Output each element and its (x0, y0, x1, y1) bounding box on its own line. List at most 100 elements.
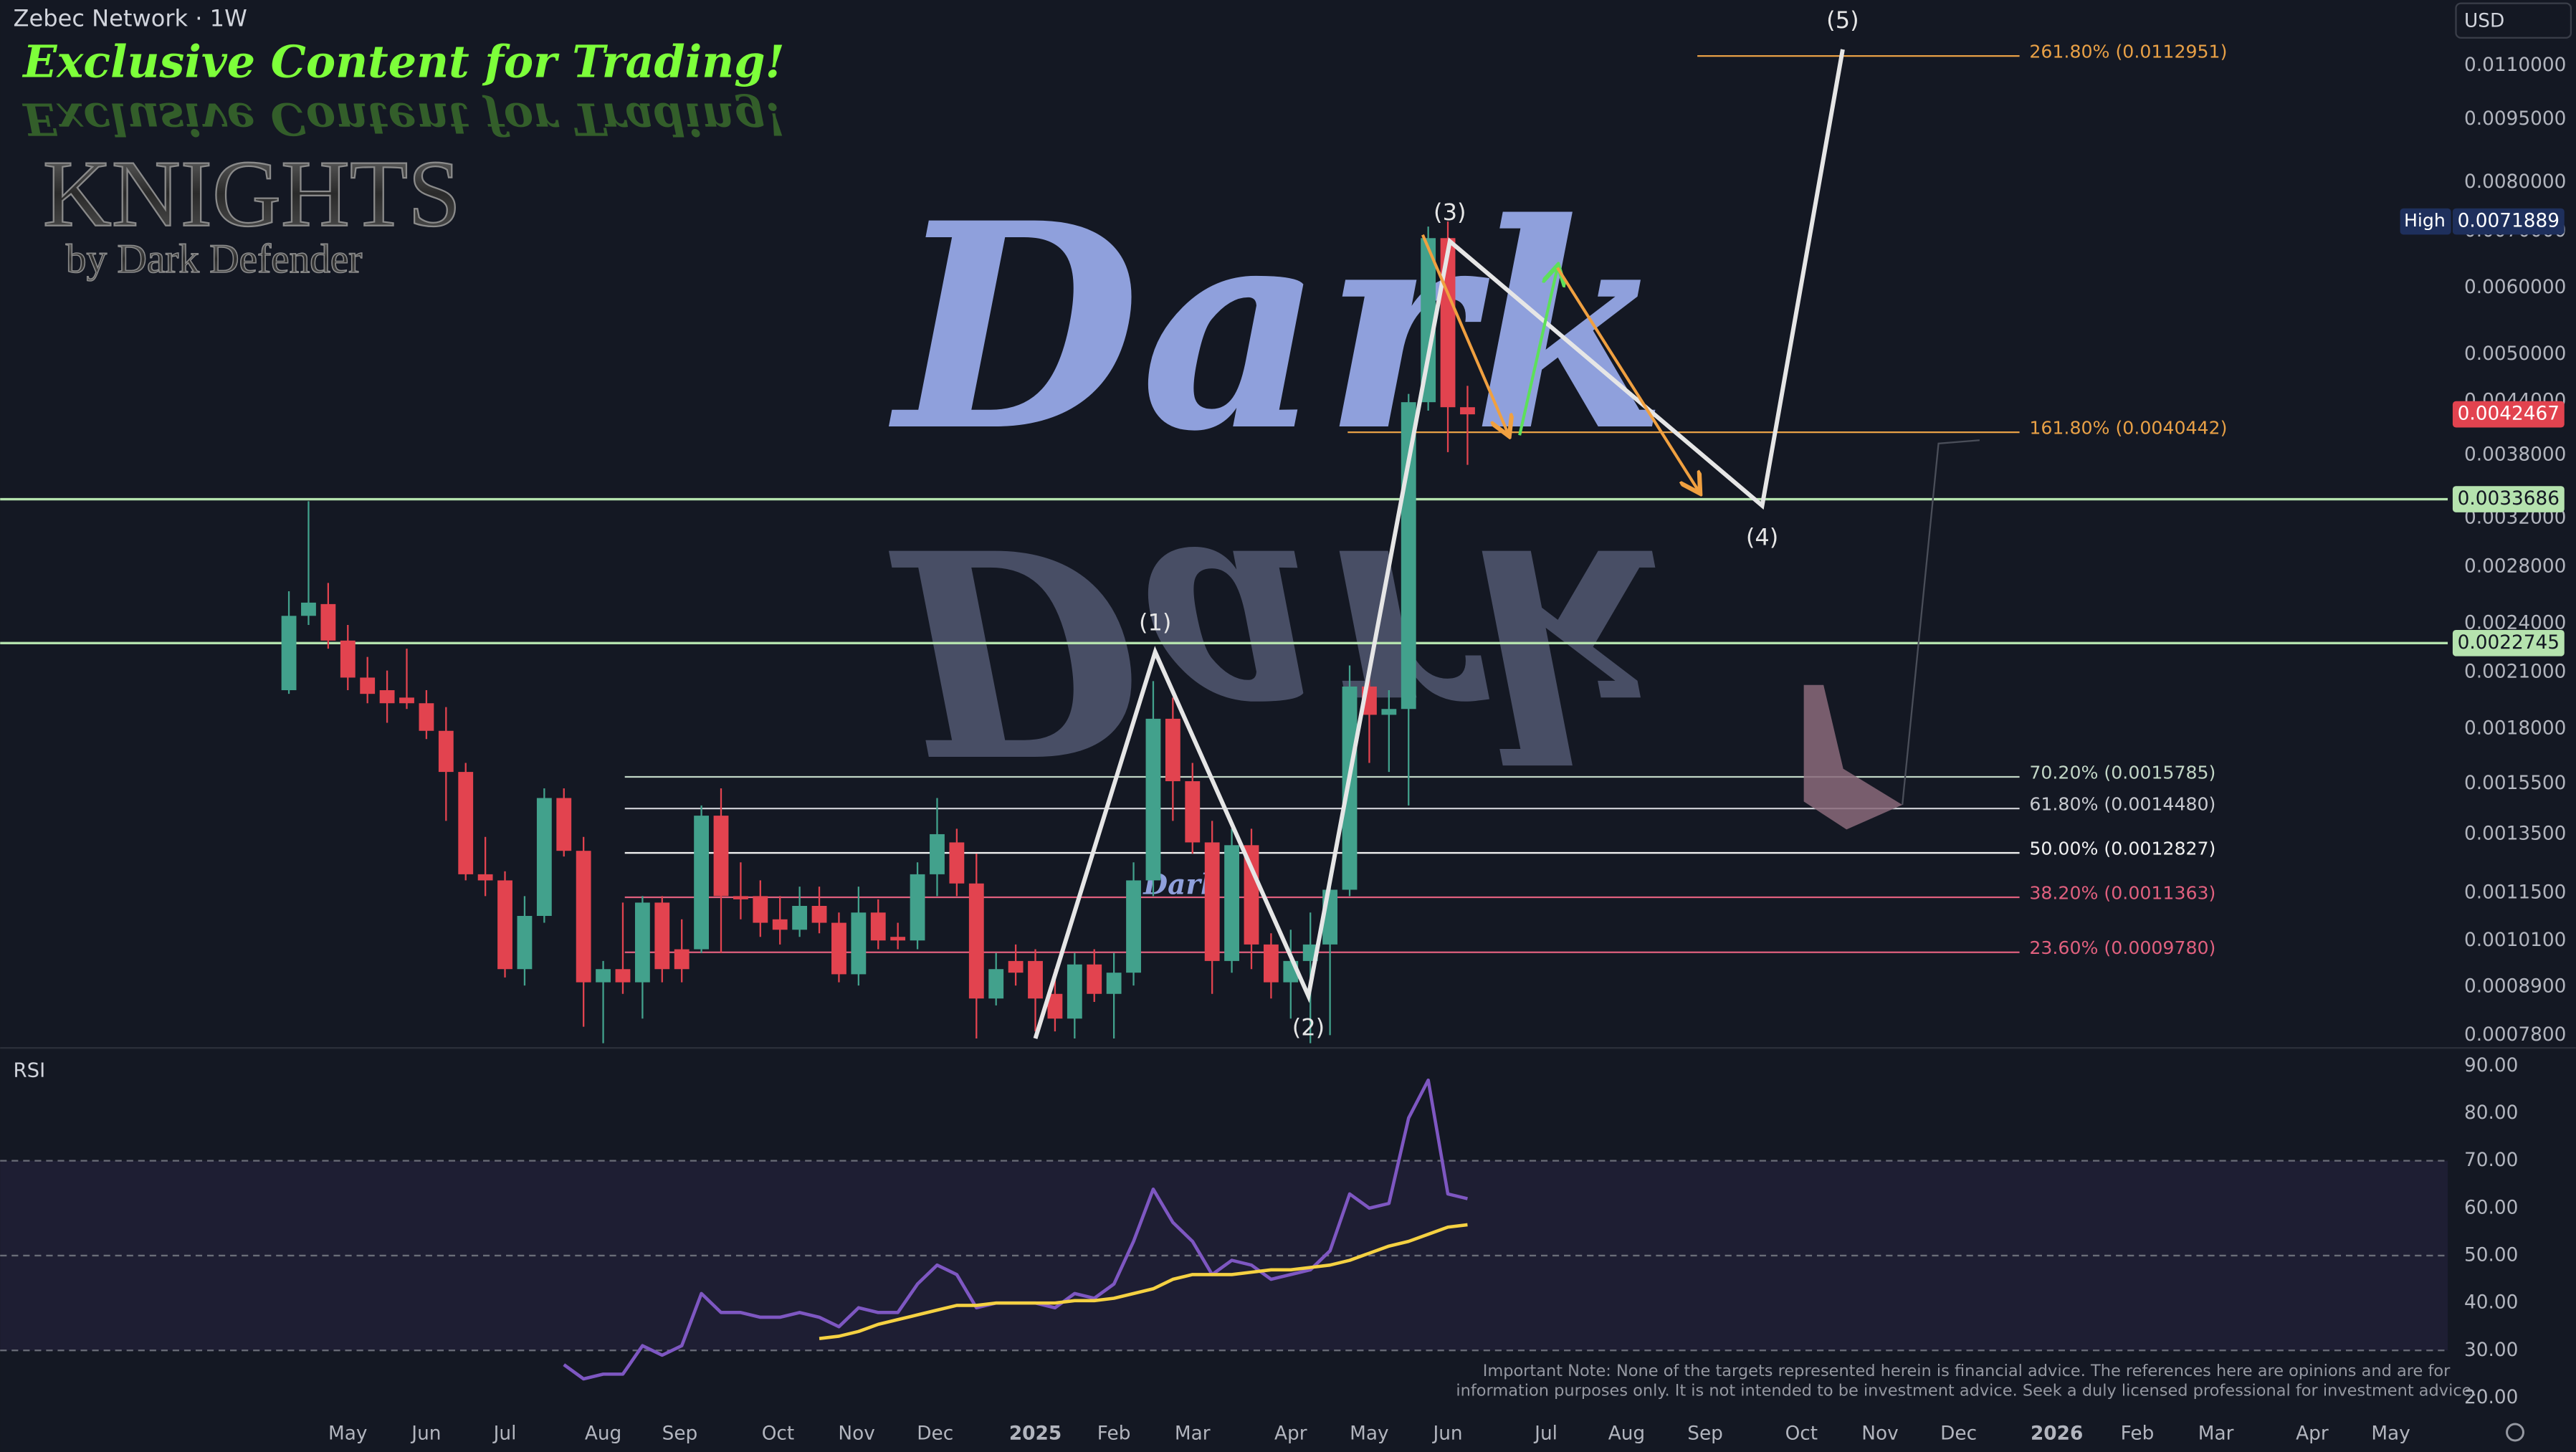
settings-icon[interactable] (2506, 1423, 2524, 1442)
wave-label: (3) (1434, 199, 1466, 226)
candle-body (1008, 960, 1024, 973)
price-tag-label: 0.0033686 (2458, 488, 2560, 510)
high-tag-box (2400, 208, 2451, 235)
y-tick-label: 30.00 (2464, 1339, 2518, 1361)
candle-body (615, 969, 631, 983)
currency-box[interactable] (2455, 2, 2572, 39)
logo: KNIGHTS (43, 141, 461, 247)
y-tick-label: 0.0008900 (2464, 975, 2566, 997)
candle-body (674, 949, 690, 970)
y-tick-label: 0.0050000 (2464, 343, 2566, 365)
x-tick-label: 2026 (2031, 1423, 2083, 1444)
candle-body (1440, 238, 1456, 408)
candle-body (1028, 960, 1043, 999)
rsi-title: RSI (14, 1059, 46, 1081)
candle-body (1047, 993, 1063, 1019)
candle-body (497, 880, 512, 970)
logo-byline: by Dark Defender (66, 237, 363, 282)
candle-body (949, 842, 965, 884)
fib-label: 38.20% (0.0011363) (2029, 882, 2215, 903)
x-tick-label: Aug (1608, 1423, 1645, 1444)
y-tick-label: 40.00 (2464, 1292, 2518, 1314)
y-tick-label: 70.00 (2464, 1150, 2518, 1171)
candle-body (988, 969, 1004, 999)
candle-body (890, 937, 906, 941)
candle-body (301, 602, 316, 616)
x-tick-label: Jun (1431, 1423, 1462, 1444)
candle-body (596, 969, 611, 983)
x-tick-label: Mar (2198, 1423, 2234, 1444)
candle-body (576, 851, 591, 983)
watermark: Dark (887, 161, 1668, 493)
candle-body (1165, 718, 1180, 782)
candle-body (458, 772, 474, 874)
candle-body (694, 816, 710, 950)
price-pane: 0.01100000.00950000.00800000.00700000.00… (0, 6, 2566, 1046)
candle-body (654, 902, 670, 970)
y-tick-label: 20.00 (2464, 1387, 2518, 1408)
x-tick-label: Sep (662, 1423, 698, 1444)
candle-body (811, 905, 827, 923)
y-tick-label: 80.00 (2464, 1102, 2518, 1124)
candle-body (1381, 709, 1397, 715)
rsi-pane: 90.00 80.00 70.00 60.00 50.00 40.00 30.00 20.00… (0, 1055, 2518, 1444)
candle-body (1087, 964, 1102, 994)
y-tick-label: 0.0095000 (2464, 108, 2566, 130)
y-tick-label: 0.0060000 (2464, 277, 2566, 298)
candle-body (419, 703, 434, 731)
fib-label: 61.80% (0.0014480) (2029, 794, 2215, 815)
note-line: information purposes only. It is not int… (1456, 1382, 2476, 1400)
x-tick-label: Dec (917, 1423, 953, 1444)
headline-reflection: Exclusive Content for Trading! (22, 92, 784, 145)
candle-body (1067, 964, 1082, 1019)
wave-label: (4) (1746, 523, 1778, 550)
candle-body (1106, 973, 1122, 994)
arrow (1518, 268, 1557, 436)
candle-body (851, 912, 867, 975)
x-tick-label: Jun (410, 1423, 441, 1444)
candle-body (968, 883, 984, 999)
candle-body (1244, 845, 1259, 945)
fib-label: 161.80% (0.0040442) (2029, 418, 2227, 439)
watermark-reflection: Dark (887, 484, 1668, 816)
y-tick-label: 90.00 (2464, 1055, 2518, 1076)
candle-body (379, 690, 395, 704)
price-tag-label: 0.0042467 (2458, 403, 2560, 425)
candle-body (438, 730, 454, 773)
y-tick-label: 0.0013500 (2464, 823, 2566, 844)
fib-label: 70.20% (0.0015785) (2029, 762, 2215, 783)
arrow (1421, 234, 1508, 434)
x-tick-label: Apr (1274, 1423, 1307, 1444)
y-tick-label: 0.0011500 (2464, 882, 2566, 903)
arrow (1556, 267, 1699, 492)
projection (1421, 234, 1980, 830)
candle-body (360, 677, 376, 694)
candle-body (910, 874, 925, 941)
x-tick-label: Mar (1175, 1423, 1211, 1444)
fib-label: 23.60% (0.0009780) (2029, 937, 2215, 958)
high-tag-title: High (2404, 210, 2446, 231)
note-line: Important Note: None of the targets repr… (1483, 1362, 2451, 1380)
projection-shape (1803, 684, 1903, 830)
projection-line (1902, 439, 1980, 806)
price-tag (2452, 486, 2565, 512)
price-tag (2452, 401, 2565, 428)
currency[interactable]: USD (2464, 10, 2504, 32)
price-tag-label: 0.0071889 (2458, 211, 2560, 232)
candle-body (1224, 845, 1239, 961)
x-tick-label: Feb (2121, 1423, 2155, 1444)
chart-title: Zebec Network · 1W (14, 5, 247, 32)
candle-body (1126, 880, 1141, 973)
y-tick-label: 0.0028000 (2464, 556, 2566, 578)
x-tick-label: Sep (1687, 1423, 1723, 1444)
y-tick-label: 60.00 (2464, 1197, 2518, 1218)
fib-label: 261.80% (0.0112951) (2029, 42, 2227, 62)
candle-body (772, 919, 788, 930)
candle-body (320, 603, 336, 641)
wave-label: (2) (1292, 1014, 1325, 1041)
y-tick-label: 50.00 (2464, 1244, 2518, 1266)
wave-line (1033, 49, 1845, 1039)
candle-body (870, 912, 886, 941)
